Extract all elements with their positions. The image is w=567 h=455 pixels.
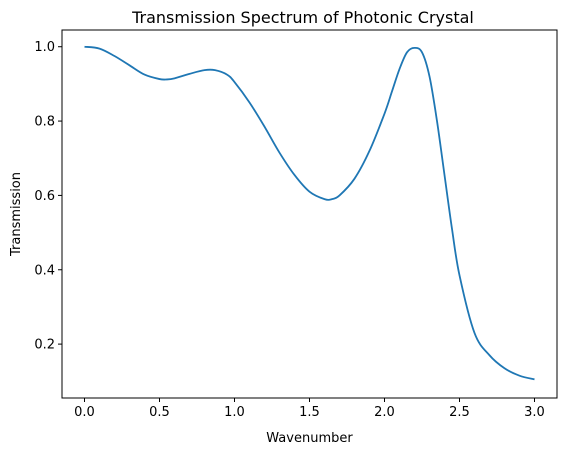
x-tick-label: 2.0 [374,405,395,420]
y-tick-label: 0.6 [34,189,55,204]
y-tick-label: 0.8 [34,115,55,130]
x-tick-label: 3.0 [524,405,545,420]
x-tick-label: 1.0 [224,405,245,420]
x-axis-label: Wavenumber [266,431,353,446]
chart-title: Transmission Spectrum of Photonic Crysta… [131,8,474,27]
x-axis: 0.0 0.5 1.0 1.5 2.0 2.5 3.0 [74,398,545,420]
plot-area [62,30,557,398]
y-tick-label: 0.2 [34,338,55,353]
x-tick-label: 0.0 [74,405,95,420]
x-tick-label: 0.5 [149,405,170,420]
series-line [85,47,535,380]
x-tick-label: 2.5 [449,405,470,420]
y-tick-label: 1.0 [34,40,55,55]
y-axis-label: Transmission [9,172,24,257]
y-axis: 0.2 0.4 0.6 0.8 1.0 [34,40,62,352]
series-layer [85,47,535,380]
x-tick-label: 1.5 [299,405,320,420]
y-tick-label: 0.4 [34,263,55,278]
